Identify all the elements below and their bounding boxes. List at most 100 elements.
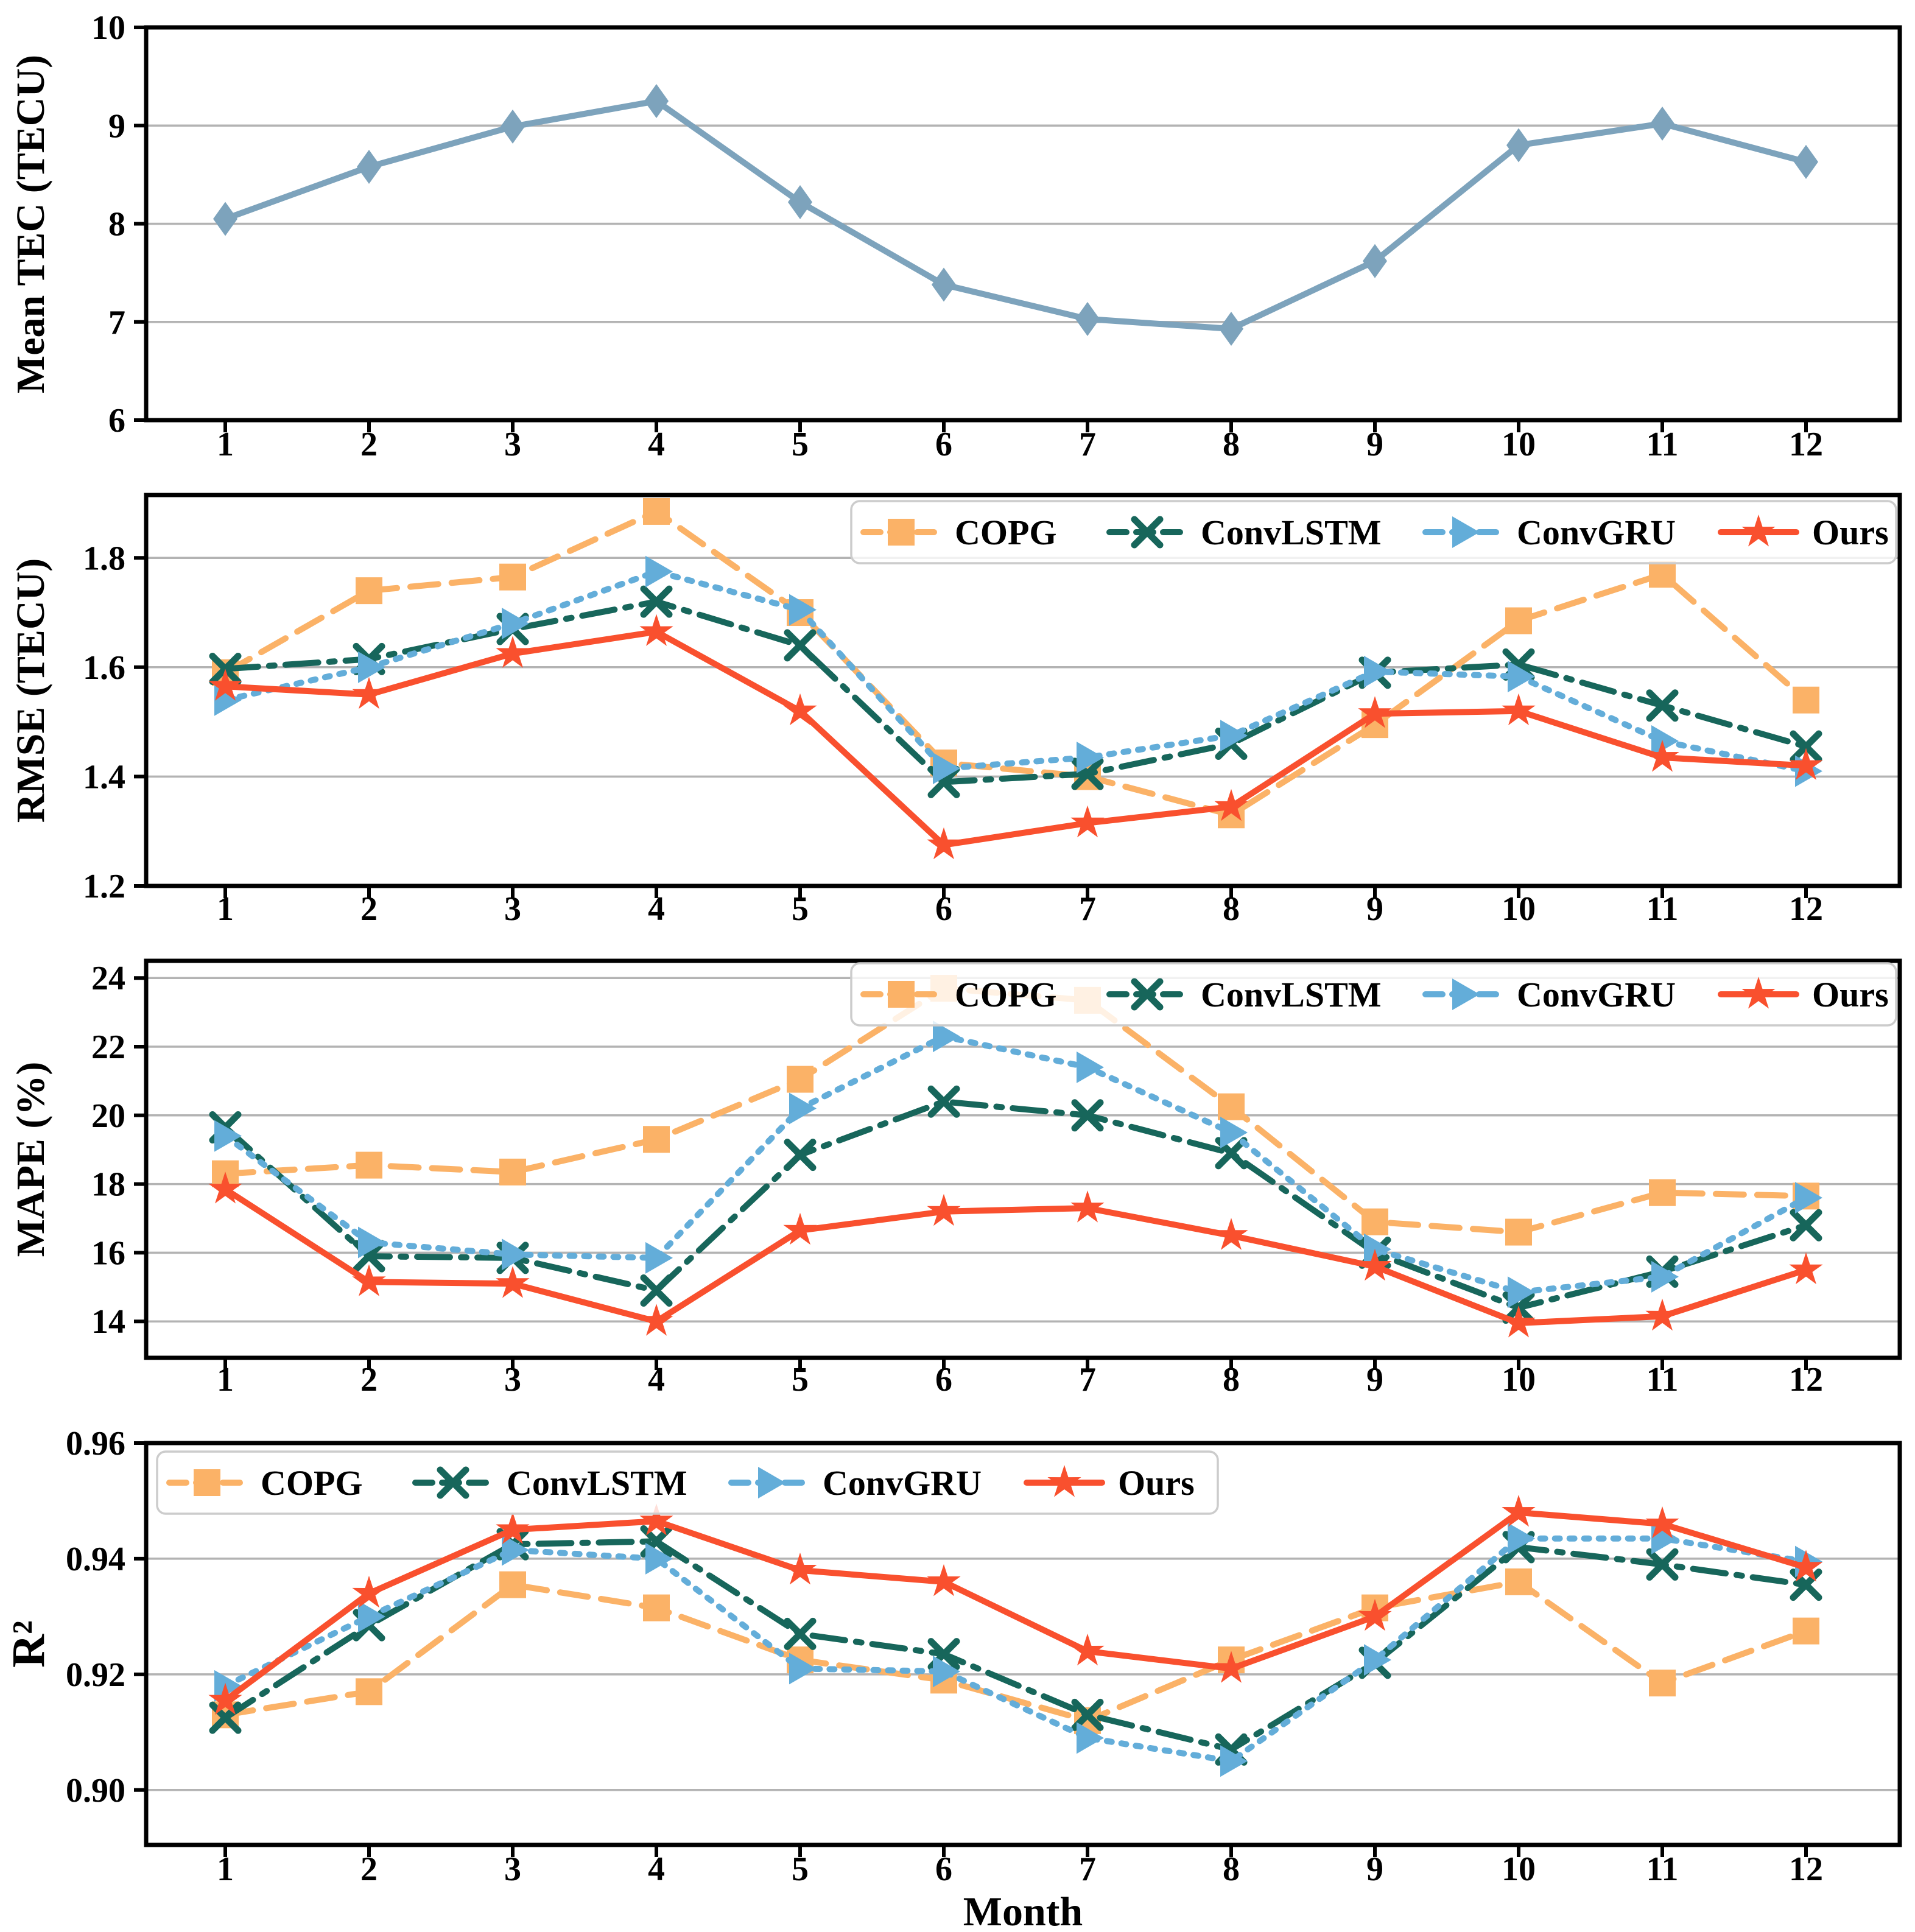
x-tick-label: 7 — [1079, 890, 1096, 926]
series-line-copg — [222, 1578, 1809, 1724]
legend-marker-convlstm — [1131, 516, 1164, 549]
marker-convgru — [645, 1242, 673, 1274]
marker-ours — [208, 1682, 242, 1715]
x-tick-label: 1 — [217, 1361, 234, 1394]
y-tick-label: 1.4 — [83, 758, 125, 796]
y-axis-label: RMSE (TECU) — [9, 558, 53, 823]
legend-item-copg: COPG — [166, 1463, 363, 1503]
marker-ours — [783, 693, 817, 726]
x-tick-label: 2 — [360, 426, 378, 460]
marker-copg — [1505, 1218, 1532, 1246]
panel-rmse: 1.2 1.4 1.6 1.8 1 2 3 4 5 6 7 8 9 10 11 12 RMSE (TECU) CO… — [0, 460, 1915, 926]
legend-label: Ours — [1812, 513, 1889, 552]
x-tick-label: 12 — [1789, 1361, 1823, 1394]
marker-convgru — [1077, 741, 1104, 773]
marker-convgru — [789, 1653, 817, 1685]
marker-mean-tec — [1650, 107, 1674, 141]
y-tick-label: 0.96 — [66, 1425, 125, 1463]
legend-marker-convlstm — [437, 1466, 469, 1499]
marker-convgru — [502, 608, 529, 640]
legend-label: ConvGRU — [1517, 513, 1676, 552]
marker-ours — [927, 1564, 961, 1597]
x-tick-label: 6 — [935, 1850, 952, 1888]
x-tick-label: 5 — [792, 1361, 809, 1394]
legend-item-convgru: ConvGRU — [1422, 975, 1676, 1014]
y-tick-label: 0.94 — [66, 1540, 125, 1578]
series-line-mean-tec — [222, 97, 1809, 332]
legend-item-ours: Ours — [1718, 513, 1889, 552]
marker-ours — [352, 1575, 386, 1608]
legend-label: Ours — [1118, 1463, 1195, 1503]
marker-copg — [1649, 1179, 1676, 1206]
marker-mean-tec — [501, 109, 525, 144]
marker-convlstm — [784, 629, 817, 662]
marker-ours — [1358, 696, 1392, 728]
marker-ours — [1789, 1550, 1823, 1582]
legend-label: Ours — [1812, 975, 1889, 1014]
marker-mean-tec — [932, 267, 956, 302]
legend-item-convlstm: ConvLSTM — [1106, 975, 1382, 1014]
legend-marker-convgru — [758, 1467, 785, 1498]
x-tick-label: 4 — [648, 1361, 665, 1394]
legend-marker-ours — [1741, 977, 1776, 1009]
marker-ours — [1358, 1598, 1392, 1631]
y-tick-label: 10 — [91, 9, 125, 47]
x-axis-label: Month — [963, 1888, 1083, 1932]
marker-ours — [1645, 1298, 1679, 1331]
marker-copg — [356, 1151, 382, 1179]
marker-ours — [1358, 1249, 1392, 1281]
series-line-ours — [222, 628, 1809, 848]
marker-convlstm — [784, 1139, 817, 1171]
legend-item-copg: COPG — [860, 513, 1057, 552]
marker-convgru — [1077, 1051, 1104, 1083]
marker-mean-tec — [788, 185, 812, 220]
y-axis-label: MAPE (%) — [9, 1062, 53, 1257]
series-line-convlstm — [222, 1098, 1809, 1311]
legend-marker-ours — [1741, 515, 1776, 547]
marker-ours — [1502, 1495, 1536, 1527]
x-tick-label: 8 — [1223, 1850, 1240, 1888]
marker-ours — [352, 676, 386, 709]
marker-copg — [643, 1594, 670, 1621]
marker-mean-tec — [1363, 244, 1387, 278]
legend-marker-convgru — [1452, 516, 1480, 548]
marker-convgru — [1651, 1260, 1679, 1293]
legend-label: COPG — [955, 513, 1057, 552]
marker-convgru — [502, 1534, 529, 1566]
panel-mape: 14 16 18 20 22 24 1 2 3 4 5 6 7 8 9 10 11 12 MAPE (%) COPG C… — [0, 926, 1915, 1394]
x-tick-label: 5 — [792, 890, 809, 926]
x-tick-label: 9 — [1366, 426, 1383, 460]
x-tick-label: 1 — [217, 890, 234, 926]
legend-label: ConvLSTM — [507, 1463, 687, 1503]
x-tick-label: 7 — [1079, 426, 1096, 460]
marker-ours — [783, 1552, 817, 1585]
legend-label: ConvLSTM — [1201, 513, 1382, 552]
legend-marker-convgru — [1452, 978, 1480, 1010]
x-tick-label: 3 — [504, 1850, 521, 1888]
marker-copg — [356, 1678, 382, 1705]
marker-copg — [499, 1158, 526, 1186]
marker-mean-tec — [644, 83, 669, 118]
marker-ours — [1214, 1651, 1248, 1683]
x-tick-label: 2 — [360, 1850, 378, 1888]
marker-copg — [499, 1571, 526, 1598]
marker-ours — [927, 1193, 961, 1226]
axis-frame — [144, 958, 1902, 1360]
legend-item-convgru: ConvGRU — [728, 1463, 982, 1503]
y-tick-label: 14 — [91, 1303, 125, 1341]
marker-ours — [496, 636, 530, 668]
legend: COPG ConvLSTM ConvGRU Ours — [850, 500, 1897, 564]
x-tick-label: 11 — [1646, 1850, 1679, 1888]
x-tick-label: 8 — [1223, 890, 1240, 926]
y-tick-label: 20 — [91, 1097, 125, 1135]
marker-copg — [356, 577, 382, 605]
marker-copg — [1793, 686, 1819, 714]
y-axis-label: Mean TEC (TECU) — [9, 55, 53, 393]
marker-ours — [927, 827, 961, 860]
x-tick-label: 5 — [792, 1850, 809, 1888]
y-tick-label: 7 — [108, 304, 125, 342]
marker-copg — [1505, 607, 1532, 634]
x-tick-label: 7 — [1079, 1850, 1096, 1888]
